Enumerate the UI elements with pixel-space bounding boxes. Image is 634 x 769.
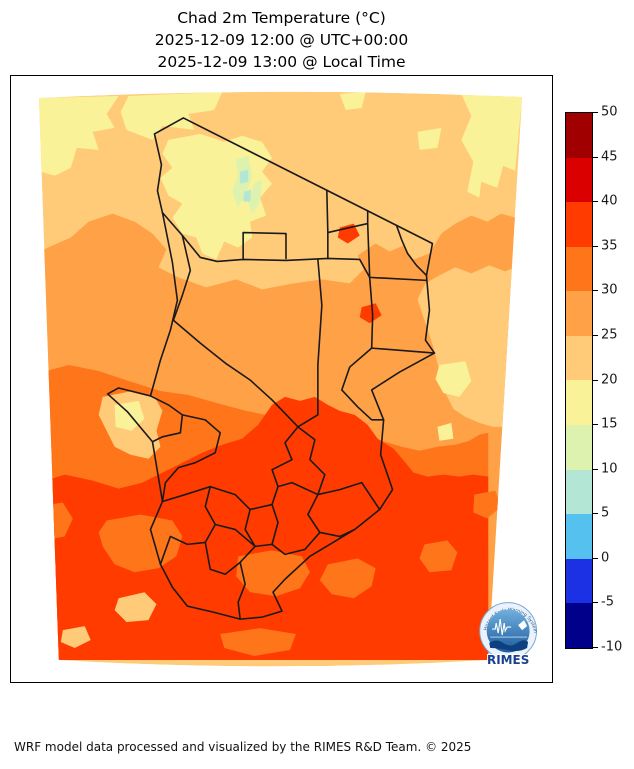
colorbar-tick-label: 10 bbox=[601, 461, 618, 477]
colorbar-segment-0to5 bbox=[566, 514, 592, 559]
field-30-35-isl3 bbox=[319, 558, 376, 599]
field-30-35-isl5 bbox=[473, 490, 502, 519]
colorbar-segment-30to35 bbox=[566, 246, 592, 292]
field-5-10-speck1 bbox=[240, 169, 249, 184]
field-15-20-east-dot bbox=[437, 422, 454, 441]
field-20-25-sw2 bbox=[60, 626, 91, 649]
colorbar-tick-mark bbox=[593, 112, 598, 113]
colorbar-tick-mark bbox=[593, 245, 598, 247]
colorbar-segment-35to40 bbox=[566, 202, 592, 247]
temperature-map: Hazard Early Warning System RIMES bbox=[38, 91, 537, 668]
colorbar-tick-mark bbox=[593, 513, 598, 515]
colorbar-tick-mark bbox=[593, 424, 598, 426]
colorbar bbox=[565, 112, 593, 649]
field-30-35-isl4 bbox=[419, 540, 458, 573]
colorbar-segment-10to15 bbox=[566, 425, 592, 470]
field-15-20-nw bbox=[38, 96, 119, 176]
title-line-3: 2025-12-09 13:00 @ Local Time bbox=[157, 53, 406, 71]
map-axes: Hazard Early Warning System RIMES bbox=[10, 75, 553, 683]
colorbar-segment-45to50 bbox=[566, 113, 592, 158]
colorbar-tick-mark bbox=[593, 602, 598, 604]
colorbar-tick-label: 0 bbox=[601, 550, 610, 566]
colorbar-tick-mark bbox=[593, 647, 598, 648]
colorbar-segment-25to30 bbox=[566, 291, 592, 336]
colorbar-segment-20to25 bbox=[566, 335, 592, 381]
colorbar-segment--5to0 bbox=[566, 558, 592, 604]
colorbar-tick-mark bbox=[593, 290, 598, 292]
colorbar-tick-mark bbox=[593, 468, 598, 470]
colorbar-tick-label: 15 bbox=[601, 416, 618, 432]
logo-wave-icon bbox=[489, 640, 529, 652]
field-20-25-east-lobe bbox=[417, 265, 520, 427]
colorbar-tick-label: 20 bbox=[601, 372, 618, 387]
colorbar-segment-40to45 bbox=[566, 157, 592, 203]
colorbar-tick-label: 45 bbox=[601, 149, 618, 165]
rimes-logo: Hazard Early Warning System RIMES bbox=[479, 602, 537, 668]
colorbar-tick-label: -10 bbox=[601, 639, 623, 655]
field-30-35-isl7 bbox=[220, 628, 296, 656]
field-5-10-speck2 bbox=[243, 189, 252, 202]
colorbar-segment-15to20 bbox=[566, 380, 592, 426]
field-10-15-strip2 bbox=[248, 179, 263, 214]
colorbar-segment-5to10 bbox=[566, 469, 592, 515]
field-15-20-topdot bbox=[339, 92, 366, 110]
logo-waveform-icon bbox=[492, 619, 512, 636]
field-35-40-spot2 bbox=[359, 303, 382, 324]
field-35-40-south bbox=[38, 396, 489, 660]
logo-bird-icon bbox=[518, 620, 528, 631]
temperature-field bbox=[38, 91, 523, 667]
colorbar-tick-mark bbox=[593, 334, 598, 336]
field-15-20-topright2 bbox=[417, 127, 442, 150]
title-line-1: Chad 2m Temperature (°C) bbox=[177, 9, 386, 27]
region-boundaries bbox=[149, 189, 436, 620]
colorbar-tick-mark bbox=[593, 557, 598, 559]
colorbar-tick-mark bbox=[593, 156, 598, 158]
colorbar-tick-mark bbox=[593, 201, 598, 203]
footer-credit: WRF model data processed and visualized … bbox=[14, 740, 472, 754]
colorbar-tick-mark bbox=[593, 379, 598, 381]
colorbar-tick-label: 30 bbox=[601, 282, 618, 298]
title-line-2: 2025-12-09 12:00 @ UTC+00:00 bbox=[154, 31, 409, 49]
colorbar-tick-label: 35 bbox=[601, 238, 618, 254]
field-15-20-topright bbox=[461, 94, 523, 198]
logo-wordmark: RIMES bbox=[487, 653, 529, 667]
colorbar-segment--10to-5 bbox=[566, 603, 592, 648]
colorbar-tick-label: 50 bbox=[601, 104, 618, 120]
colorbar-ticks: 50 45 40 35 30 25 20 15 10 5 0 -5 -10 bbox=[593, 105, 633, 655]
colorbar-tick-label: -5 bbox=[601, 594, 614, 610]
colorbar-tick-label: 40 bbox=[601, 193, 618, 209]
field-30-35-isl1 bbox=[98, 514, 183, 573]
colorbar-tick-label: 25 bbox=[601, 327, 618, 343]
colorbar-tick-label: 5 bbox=[601, 505, 610, 521]
figure-title: Chad 2m Temperature (°C) 2025-12-09 12:0… bbox=[10, 7, 553, 73]
field-15-20-east-patch bbox=[435, 361, 472, 397]
field-30-35-isl2 bbox=[236, 550, 310, 597]
field-20-25-sw1 bbox=[114, 592, 157, 623]
field-15-20-topmid bbox=[120, 92, 223, 140]
